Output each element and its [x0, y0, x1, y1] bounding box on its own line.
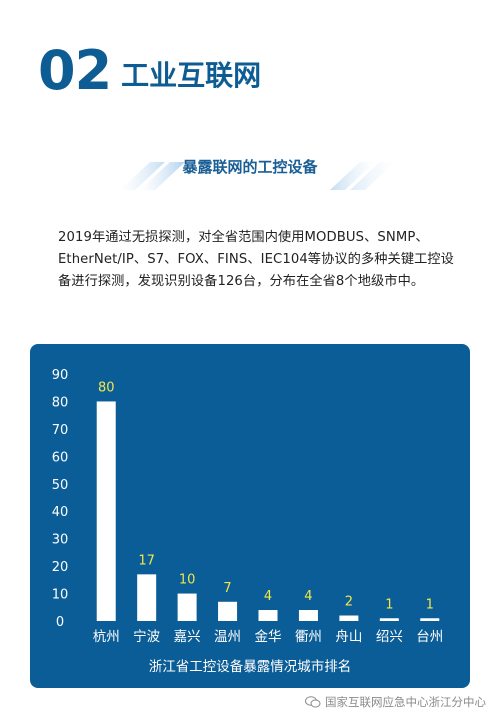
y-tick-label: 80: [52, 395, 69, 410]
bar: [96, 401, 116, 621]
x-category-label: 嘉兴: [174, 629, 201, 645]
x-category-label: 杭州: [93, 629, 120, 645]
y-tick-label: 50: [52, 478, 69, 493]
bar: [137, 574, 157, 621]
bar-value-label: 1: [426, 597, 434, 612]
bar: [218, 601, 238, 621]
y-tick-label: 20: [52, 560, 69, 575]
section-header: 02 工业互联网: [38, 44, 261, 98]
y-tick-label: 60: [52, 450, 69, 465]
chart-caption: 浙江省工控设备暴露情况城市排名: [148, 659, 352, 675]
x-category-label: 舟山: [335, 629, 362, 645]
x-category-label: 宁波: [133, 628, 160, 645]
bar: [298, 610, 318, 621]
watermark-text: 国家互联网应急中心浙江分中心: [325, 695, 486, 709]
subtitle-banner: 暴露联网的工控设备: [0, 148, 500, 198]
bar-value-label: 4: [304, 589, 312, 604]
bar-value-label: 7: [223, 581, 231, 596]
x-category-label: 绍兴: [376, 629, 403, 645]
bar: [177, 593, 197, 621]
section-number: 02: [38, 39, 112, 102]
y-tick-label: 70: [52, 423, 69, 438]
y-tick-label: 30: [52, 533, 69, 548]
bar-value-label: 4: [264, 589, 272, 604]
bar: [258, 610, 278, 621]
bar: [379, 618, 399, 621]
subtitle-decoration: [118, 162, 395, 193]
bar-chart: 0 10 20 30 40 50 60 70 80 90 80 杭州 17 宁波 10 嘉兴 7 温州 4 金华 4 衢州…: [52, 368, 444, 645]
bar-value-label: 80: [98, 380, 115, 395]
y-tick-label: 0: [56, 615, 64, 630]
x-category-label: 衢州: [295, 628, 322, 645]
watermark: 国家互联网应急中心浙江分中心: [305, 694, 486, 710]
bar-value-label: 17: [138, 553, 155, 568]
intro-paragraph: 2019年通过无损探测，对全省范围内使用MODBUS、SNMP、EtherNet…: [58, 230, 454, 289]
x-category-label: 温州: [214, 629, 241, 645]
bar-chart-panel: 0 10 20 30 40 50 60 70 80 90 80 杭州 17 宁波 10 嘉兴 7 温州 4 金华 4 衢州…: [30, 344, 470, 688]
y-tick-label: 90: [52, 368, 69, 383]
bar: [420, 618, 440, 621]
x-category-label: 金华: [255, 629, 282, 645]
y-tick-label: 40: [52, 505, 69, 520]
bar-value-label: 1: [385, 597, 393, 612]
wechat-icon: [305, 696, 321, 708]
x-category-label: 台州: [416, 629, 443, 645]
section-title: 工业互联网: [121, 59, 262, 92]
y-tick-label: 10: [52, 588, 69, 603]
subtitle-text: 暴露联网的工控设备: [182, 158, 318, 176]
bar: [339, 615, 359, 621]
bar-value-label: 10: [179, 573, 196, 588]
bar-value-label: 2: [345, 595, 353, 610]
